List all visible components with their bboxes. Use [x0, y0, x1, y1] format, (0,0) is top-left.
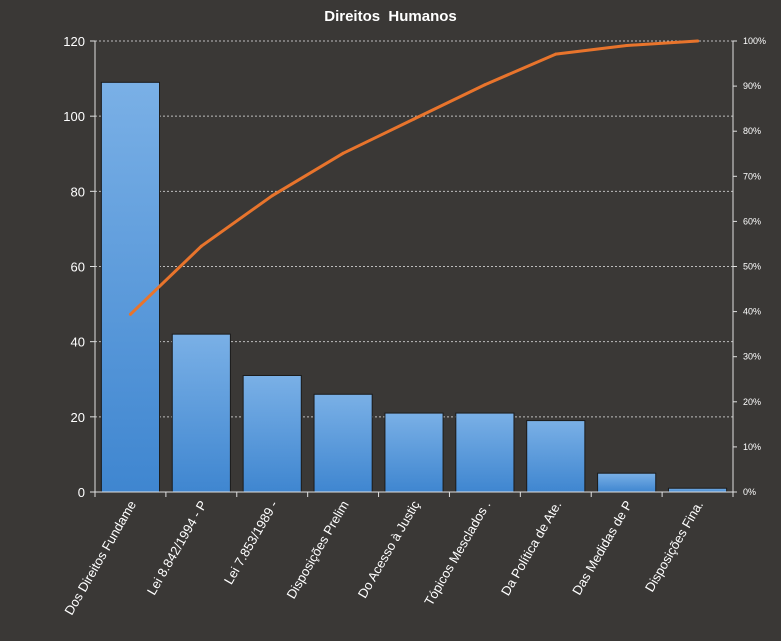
bar: [100, 81, 161, 493]
chart-title: Direitos Humanos: [324, 8, 457, 25]
x-tick-label: Do Acesso à Justiç: [355, 498, 423, 601]
line-point: [412, 117, 416, 121]
line-point: [341, 151, 345, 155]
y-tick-label: 120: [63, 34, 85, 49]
bar: [313, 393, 373, 493]
x-tick-label: Tópicos Mesclados .: [421, 498, 493, 608]
y2-tick-label: 30%: [743, 352, 761, 362]
tick-labels: 0 20 40 60 80 100 120 0% 10% 20% 30% 40% 50% 60% 70% 80…: [61, 34, 766, 618]
x-tick-label: Lei 7.853/1989 -: [221, 498, 281, 587]
bar: [384, 412, 444, 493]
y2-tick-label: 50%: [743, 262, 761, 272]
line-point: [696, 39, 700, 43]
line-point: [128, 312, 132, 316]
cumulative-line: [128, 39, 700, 316]
y2-tick-label: 90%: [743, 81, 761, 91]
y2-tick-label: 80%: [743, 126, 761, 136]
y2-tick-label: 10%: [743, 442, 761, 452]
bar: [455, 412, 515, 493]
line-point: [554, 52, 558, 56]
x-tick-label: Das Medidas de P: [569, 498, 635, 598]
x-tick-label: Da Política de Ate.: [498, 498, 564, 598]
x-tick-label: Disposições Fina.: [642, 498, 706, 594]
y-tick-label: 80: [71, 184, 85, 199]
bar: [242, 374, 302, 493]
line-point: [483, 83, 487, 87]
y2-tick-label: 0%: [743, 487, 756, 497]
y-tick-label: 40: [71, 335, 85, 350]
line-point: [270, 194, 274, 198]
bars: [100, 81, 728, 493]
y2-tick-label: 100%: [743, 36, 766, 46]
y-tick-label: 100: [63, 109, 85, 124]
y-tick-label: 60: [71, 260, 85, 275]
cumulative-line-path: [128, 39, 700, 316]
axes: [90, 40, 737, 497]
y2-tick-label: 20%: [743, 397, 761, 407]
line-point: [625, 44, 629, 48]
line-point: [199, 244, 203, 248]
bar: [171, 333, 231, 493]
bar: [597, 472, 657, 493]
bar: [526, 420, 586, 493]
y-tick-label: 20: [71, 410, 85, 425]
y-tick-label: 0: [78, 485, 85, 500]
x-tick-label: Disposições Prelim: [283, 498, 351, 601]
x-tick-label: Lei 8.842/1994 - P: [144, 498, 210, 598]
y2-tick-label: 60%: [743, 216, 761, 226]
y2-tick-label: 70%: [743, 171, 761, 181]
x-tick-label: Dos Direitos Fundame: [61, 498, 139, 618]
y2-tick-label: 40%: [743, 307, 761, 317]
bar: [667, 487, 728, 493]
